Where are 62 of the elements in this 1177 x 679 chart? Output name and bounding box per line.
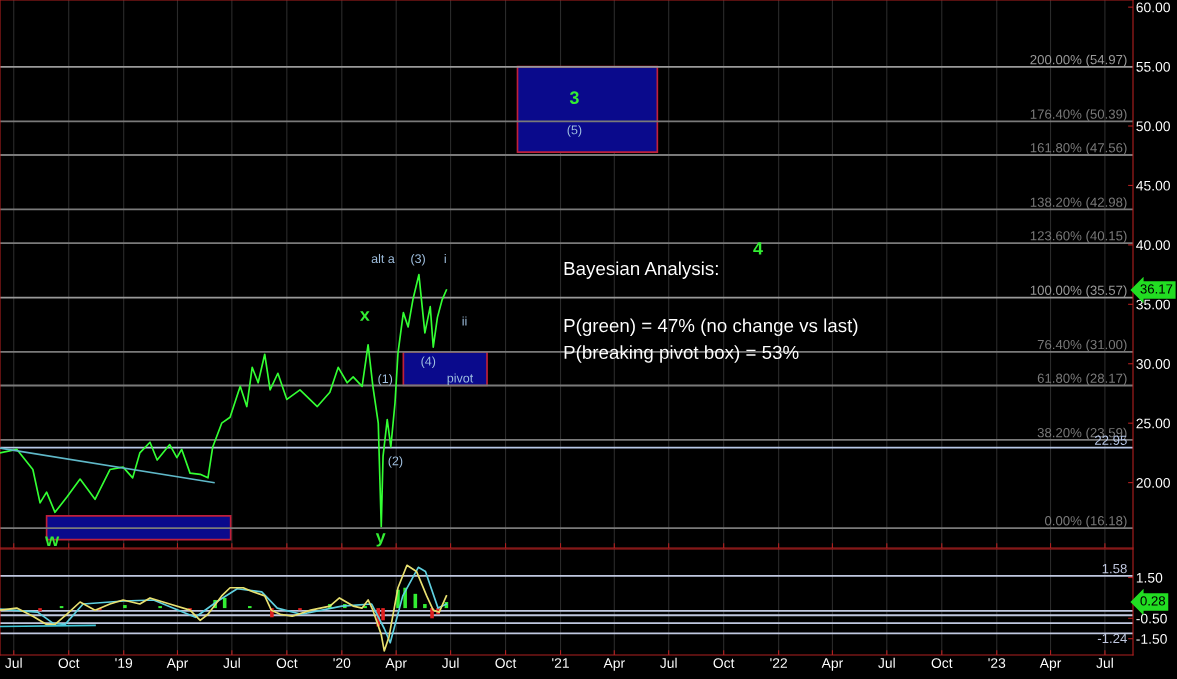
ref-line-label: 61.80% (28.17)	[1037, 373, 1127, 386]
x-tick-label: Oct	[495, 658, 517, 668]
y-tick-label: -1.50	[1136, 634, 1167, 644]
x-tick-label: '22	[770, 658, 787, 668]
x-tick-label: Apr	[603, 658, 625, 671]
x-tick-label: Apr	[821, 658, 843, 671]
y-tick-label: 20.00	[1136, 477, 1170, 488]
x-tick-label: Oct	[713, 658, 735, 668]
ref-line-label: 200.00% (54.97)	[1030, 54, 1127, 67]
y-tick-label: -0.50	[1136, 613, 1167, 624]
y-tick-label: 40.00	[1136, 240, 1170, 251]
y-tick-label: 25.00	[1136, 418, 1170, 429]
annotation: pivot	[447, 373, 474, 386]
annotation: y	[375, 533, 386, 547]
annotation: (3)	[411, 253, 425, 266]
x-tick-label: Apr	[166, 658, 189, 671]
y-tick-label: 1.50	[1136, 572, 1163, 583]
y-tick-label: 50.00	[1136, 121, 1170, 132]
x-tick-label: Jul	[1096, 657, 1113, 668]
annotation: (1)	[378, 373, 393, 386]
y-tick-label: 30.00	[1136, 359, 1170, 369]
x-tick-label: Oct	[931, 658, 953, 668]
annotation: alt a	[371, 253, 395, 264]
y-tick-label: 60.00	[1136, 2, 1170, 13]
x-tick-label: '23	[988, 658, 1006, 668]
annotation: 3	[569, 91, 579, 105]
text: 0.28	[1140, 596, 1166, 606]
x-tick-label: Jul	[441, 657, 459, 668]
annotation: x	[359, 311, 370, 321]
annotation: P(green) = 47% (no change vs last)	[564, 318, 858, 336]
x-tick-label: Oct	[58, 658, 80, 668]
x-tick-label: '19	[115, 658, 133, 668]
x-tick-label: Jul	[878, 657, 895, 668]
text: 36.17	[1140, 284, 1173, 294]
ref-line-label: 176.40% (50.39)	[1030, 109, 1127, 122]
x-tick-label: '20	[333, 658, 351, 668]
annotation: Bayesian Analysis:	[564, 261, 718, 279]
x-tick-label: Oct	[276, 658, 298, 668]
x-tick-label: Apr	[385, 658, 407, 671]
annotation: i	[444, 253, 446, 263]
annotation: ii	[462, 316, 467, 326]
ref-line-label: 100.00% (35.57)	[1030, 285, 1127, 298]
x-tick-label: Apr	[1039, 658, 1062, 671]
ref-line-label: 138.20% (42.98)	[1030, 197, 1127, 210]
ref-line-label: 0.00% (16.18)	[1044, 515, 1127, 529]
y-tick-label: 55.00	[1136, 61, 1170, 72]
x-tick-label: Jul	[223, 657, 240, 668]
annotation: (2)	[388, 456, 403, 468]
ref-line-label: -1.24	[1097, 633, 1127, 643]
ref-line-label: 123.60% (40.15)	[1030, 230, 1127, 244]
ref-line-label: 76.40% (31.00)	[1037, 339, 1127, 352]
x-tick-label: Jul	[660, 657, 677, 668]
annotation: 4	[753, 242, 763, 255]
annotation: (5)	[567, 125, 582, 137]
ref-line-label: 1.58	[1102, 563, 1127, 574]
y-tick-label: 35.00	[1136, 299, 1170, 310]
ref-line-label: 161.80% (47.56)	[1030, 142, 1127, 155]
annotation: (4)	[421, 356, 436, 369]
x-tick-label: '21	[552, 658, 569, 668]
x-tick-label: Jul	[5, 657, 22, 668]
annotation: P(breaking pivot box) = 53%	[564, 345, 799, 363]
y-tick-label: 45.00	[1136, 180, 1170, 191]
